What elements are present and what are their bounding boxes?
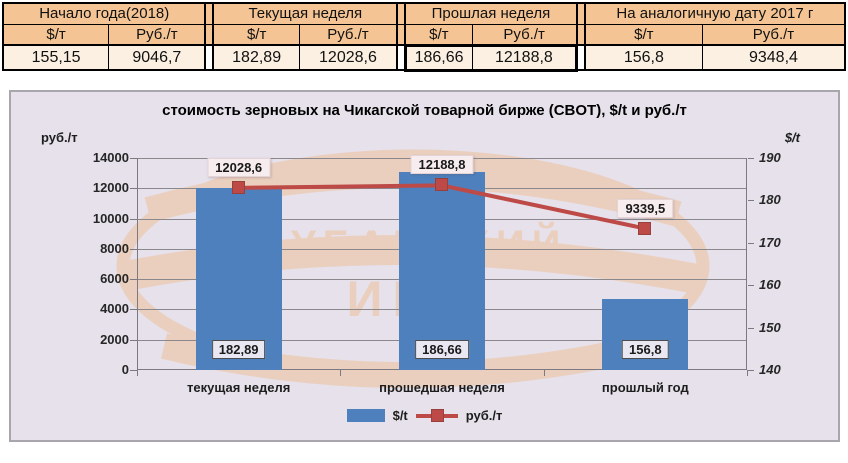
left-axis-tick bbox=[130, 248, 137, 250]
table-unit-header-row: $/т Руб./т $/т Руб./т $/т Руб./т $/т Руб… bbox=[2, 23, 846, 46]
table-spacer bbox=[576, 23, 586, 46]
value-lastweek-usd[interactable]: 186,66 bbox=[403, 43, 473, 72]
x-axis-tick bbox=[137, 370, 138, 376]
left-axis-tick bbox=[130, 309, 137, 311]
left-axis-tick bbox=[130, 279, 137, 281]
unit-header-rub[interactable]: Руб./т bbox=[298, 23, 399, 46]
chart-legend: $/t руб./т bbox=[11, 408, 838, 423]
y-axis-tick-label-right: 180 bbox=[759, 192, 781, 208]
unit-header-usd[interactable]: $/т bbox=[583, 23, 703, 46]
value-current-usd[interactable]: 182,89 bbox=[212, 44, 300, 71]
left-axis-tick bbox=[130, 370, 137, 371]
line-marker[interactable] bbox=[435, 178, 448, 192]
value-lastweek-rub[interactable]: 12188,8 bbox=[471, 43, 579, 72]
y-axis-tick-label-right: 190 bbox=[759, 150, 781, 165]
line-value-label: 12188,8 bbox=[410, 155, 474, 175]
x-axis-tick bbox=[747, 370, 748, 376]
y-axis-tick-label-left: 2000 bbox=[100, 331, 129, 347]
bar-value-label: 186,66 bbox=[415, 340, 469, 359]
unit-header-usd[interactable]: $/т bbox=[212, 23, 300, 46]
legend-line-swatch[interactable] bbox=[415, 409, 458, 422]
left-axis-tick bbox=[130, 158, 137, 159]
legend-label-rub[interactable]: руб./т bbox=[465, 408, 503, 423]
right-axis-tick bbox=[748, 370, 754, 371]
y-axis-tick-label-right: 160 bbox=[759, 277, 781, 293]
y-axis-tick-label-left: 0 bbox=[121, 362, 129, 377]
x-axis-tick bbox=[340, 370, 342, 376]
value-2017-rub[interactable]: 9348,4 bbox=[701, 44, 846, 71]
right-axis-tick bbox=[748, 285, 754, 287]
right-axis-tick bbox=[748, 200, 754, 202]
y-axis-tick-label-left: 12000 bbox=[92, 180, 129, 196]
grain-price-chart[interactable]: стоимость зерновых на Чикагской товарной… bbox=[9, 90, 840, 442]
x-axis-tick bbox=[543, 370, 545, 376]
y-axis-tick-label-right: 150 bbox=[759, 319, 781, 335]
table-spacer bbox=[396, 23, 406, 46]
value-start-rub[interactable]: 9046,7 bbox=[108, 44, 207, 71]
group-title-same-date-2017[interactable]: На аналогичную дату 2017 г bbox=[583, 2, 847, 25]
y-axis-tick-label-left: 6000 bbox=[100, 271, 129, 287]
table-value-row: 155,15 9046,7 182,89 12028,6 186,66 1218… bbox=[2, 43, 846, 72]
right-axis-tick bbox=[748, 327, 754, 329]
table-spacer bbox=[396, 44, 406, 71]
line-value-label: 12028,6 bbox=[207, 157, 271, 177]
unit-header-rub[interactable]: Руб./т bbox=[108, 23, 207, 46]
chart-title: стоимость зерновых на Чикагской товарной… bbox=[162, 102, 687, 119]
category-label: текущая неделя bbox=[187, 380, 291, 395]
bar-value-label: 182,89 bbox=[211, 340, 266, 359]
table-group-header-row: Начало года(2018) Текущая неделя Прошлая… bbox=[1, 2, 847, 25]
left-axis-tick bbox=[130, 218, 137, 220]
y-axis-tick-label-right: 140 bbox=[759, 362, 781, 377]
left-axis-caption: руб./т bbox=[41, 130, 78, 145]
table-spacer bbox=[576, 44, 586, 71]
category-label: прошлый год bbox=[601, 380, 689, 395]
right-axis-tick bbox=[748, 242, 754, 244]
unit-header-rub[interactable]: Руб./т bbox=[471, 23, 578, 46]
legend-bar-swatch[interactable] bbox=[346, 409, 385, 422]
right-axis-caption: $/t bbox=[784, 130, 800, 145]
line-marker[interactable] bbox=[638, 221, 652, 235]
table-spacer bbox=[396, 2, 406, 25]
y-axis-tick-label-right: 170 bbox=[759, 234, 781, 250]
value-2017-usd[interactable]: 156,8 bbox=[583, 44, 703, 71]
summary-table: Начало года(2018) Текущая неделя Прошлая… bbox=[1, 2, 847, 72]
table-spacer bbox=[576, 2, 586, 25]
group-title-last-week[interactable]: Прошлая неделя bbox=[404, 2, 578, 25]
table-spacer bbox=[204, 23, 214, 46]
left-axis-tick bbox=[130, 188, 137, 190]
y-axis-tick-label-left: 14000 bbox=[92, 150, 129, 165]
group-title-start-of-year[interactable]: Начало года(2018) bbox=[1, 2, 207, 25]
line-marker[interactable] bbox=[231, 180, 245, 194]
value-start-usd[interactable]: 155,15 bbox=[2, 44, 110, 71]
group-title-current-week[interactable]: Текущая неделя bbox=[212, 2, 399, 25]
category-label: прошедшая неделя bbox=[379, 380, 505, 395]
bar-value-label: 156,8 bbox=[622, 340, 669, 359]
unit-header-usd[interactable]: $/т bbox=[2, 23, 110, 46]
y-axis-tick-label-left: 8000 bbox=[100, 240, 129, 256]
legend-label-usd[interactable]: $/t bbox=[392, 408, 408, 423]
left-axis-tick bbox=[130, 339, 137, 341]
line-value-label: 9339,5 bbox=[617, 198, 674, 218]
value-current-rub[interactable]: 12028,6 bbox=[298, 44, 399, 71]
table-spacer bbox=[204, 2, 214, 25]
right-axis-tick bbox=[748, 158, 754, 159]
unit-header-usd[interactable]: $/т bbox=[404, 23, 473, 46]
y-axis-tick-label-left: 10000 bbox=[92, 210, 129, 226]
y-axis-tick-label-left: 4000 bbox=[100, 301, 129, 317]
table-spacer bbox=[204, 44, 214, 71]
unit-header-rub[interactable]: Руб./т bbox=[701, 23, 846, 46]
